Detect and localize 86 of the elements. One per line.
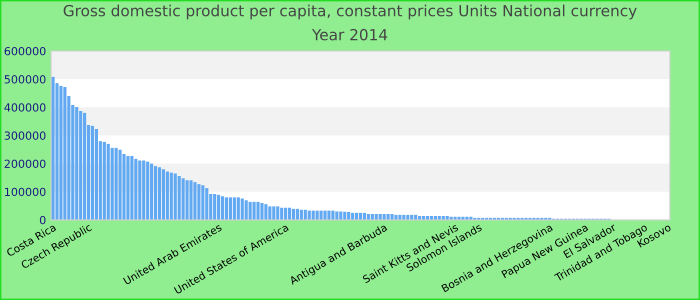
bar (256, 202, 260, 220)
bar (114, 148, 118, 220)
bar (292, 208, 296, 220)
bar (272, 206, 276, 220)
bar (252, 202, 256, 220)
bar (189, 180, 193, 220)
chart-subtitle: Year 2014 (312, 28, 388, 40)
bar (162, 169, 166, 220)
bar (410, 214, 414, 220)
bar (323, 210, 327, 220)
bar (154, 166, 158, 220)
bar (51, 76, 55, 220)
bar (331, 210, 334, 220)
bar (217, 194, 220, 220)
bar (110, 148, 114, 220)
bar (79, 110, 82, 220)
bar (442, 216, 445, 220)
bar (335, 211, 338, 220)
bar (288, 208, 292, 220)
bar (150, 164, 154, 220)
bar (205, 188, 208, 220)
bar (197, 184, 200, 220)
bar (178, 176, 181, 220)
bar (312, 210, 315, 220)
chart-title: Gross domestic product per capita, constant prices Units National currency (64, 4, 637, 20)
bar (228, 197, 232, 220)
y-tick-label: 100000 (5, 188, 46, 196)
bar (264, 204, 268, 220)
bar (248, 202, 252, 220)
y-tick-label: 200000 (4, 160, 46, 168)
bar (339, 211, 342, 220)
bar (370, 214, 374, 220)
bar (347, 212, 350, 220)
bar (374, 214, 378, 220)
bar (320, 210, 323, 220)
bar (343, 212, 346, 220)
bar (280, 208, 284, 220)
bar (240, 198, 244, 220)
bar (63, 87, 66, 220)
bar (142, 160, 146, 220)
bar (126, 156, 130, 220)
bar (146, 162, 150, 220)
bar (268, 206, 272, 220)
bar (106, 144, 110, 220)
bar (446, 216, 449, 220)
bar (232, 197, 236, 220)
y-tick-label: 500000 (4, 75, 46, 84)
bar (138, 160, 142, 220)
bar (308, 210, 311, 220)
bar (304, 210, 307, 220)
bar (244, 200, 248, 220)
bar (224, 197, 228, 220)
bar (378, 214, 382, 220)
bar (130, 156, 134, 220)
bar (193, 182, 197, 220)
bar (201, 185, 204, 220)
bar (182, 178, 185, 220)
bar (59, 86, 63, 220)
bar (158, 167, 162, 220)
bar (284, 208, 288, 220)
bar (170, 172, 173, 220)
bar (213, 194, 216, 220)
y-tick-label: 300000 (4, 131, 46, 140)
bar (414, 214, 418, 220)
bar (186, 180, 189, 220)
bar (276, 206, 280, 220)
bar (174, 173, 177, 220)
bar (166, 171, 169, 220)
bar (83, 112, 86, 220)
bar (220, 196, 224, 220)
bar (102, 142, 106, 220)
bar (94, 128, 98, 220)
y-tick-label: 400000 (4, 103, 46, 112)
bar (260, 203, 264, 220)
bar (327, 210, 331, 220)
bar (236, 197, 240, 220)
bar (75, 107, 78, 220)
bar (122, 154, 126, 220)
bar (118, 150, 122, 220)
bar (134, 158, 138, 220)
bar (316, 210, 319, 220)
bar (406, 214, 410, 220)
bar (90, 126, 94, 220)
y-tick-label: 600000 (4, 46, 46, 56)
y-tick-label: 0 (40, 216, 46, 224)
bar (296, 208, 300, 220)
